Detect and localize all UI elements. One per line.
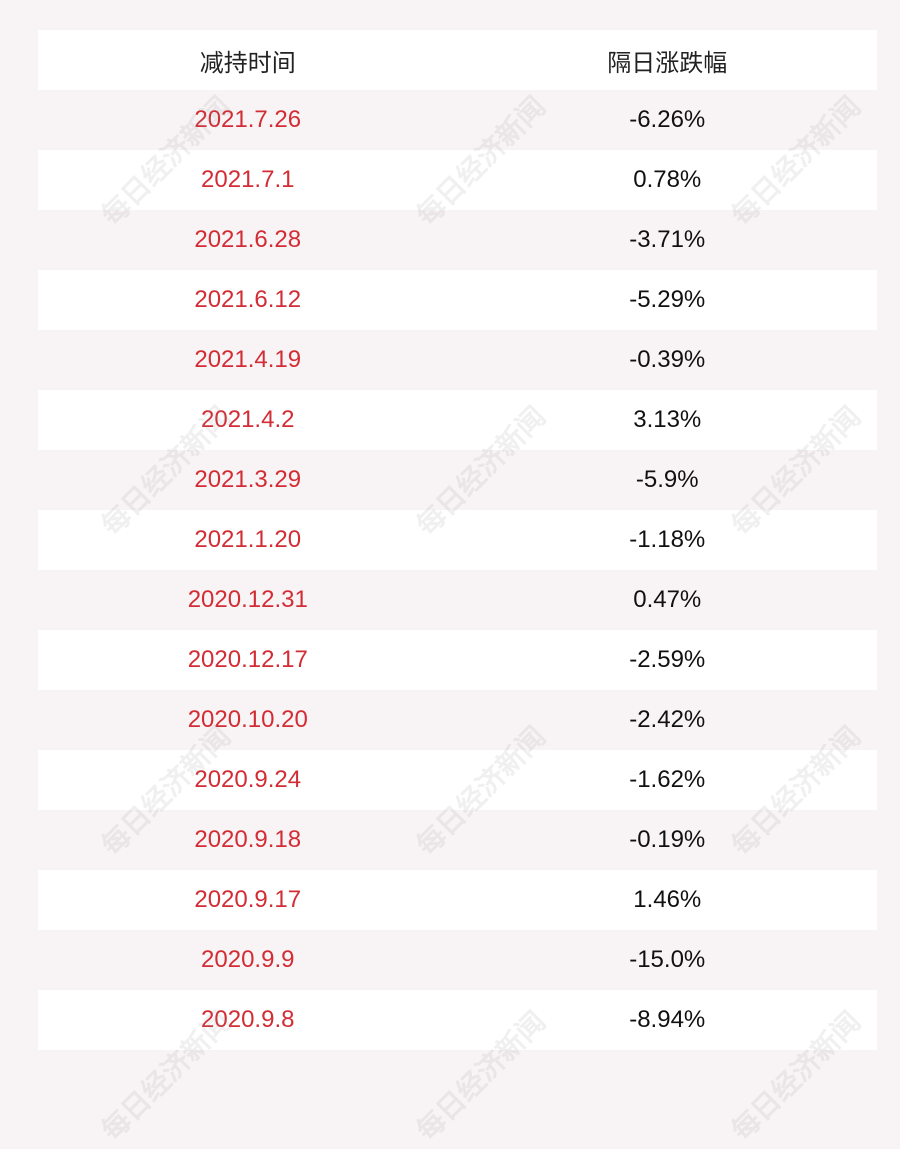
change-cell: -3.71% xyxy=(629,226,706,253)
date-cell: 2020.12.31 xyxy=(187,586,308,613)
table-row: 2020.10.20 -2.42% xyxy=(38,690,877,750)
date-cell: 2020.9.8 xyxy=(201,1006,295,1033)
table-row: 2021.7.1 0.78% xyxy=(38,150,877,210)
date-cell: 2021.6.28 xyxy=(194,226,302,253)
header-cell: 隔日涨跌幅 xyxy=(607,49,728,77)
table-row: 2021.4.19 -0.39% xyxy=(38,330,877,390)
date-cell: 2021.4.2 xyxy=(201,406,295,433)
date-cell: 2020.9.24 xyxy=(194,766,302,793)
table: 减持时间 隔日涨跌幅 2021.7.26 -6.26% 2021.7.1 0.78% 2… xyxy=(38,30,877,1050)
change-cell: -0.19% xyxy=(629,826,706,853)
change-cell: -2.42% xyxy=(629,706,706,733)
date-cell: 2020.9.17 xyxy=(194,886,302,913)
header-cell: 减持时间 xyxy=(199,49,296,77)
header-row: 减持时间 隔日涨跌幅 xyxy=(38,30,877,90)
table-row: 2020.9.24 -1.62% xyxy=(38,750,877,810)
table-row: 2020.9.9 -15.0% xyxy=(38,930,877,990)
table-row: 2020.12.31 0.47% xyxy=(38,570,877,630)
date-cell: 2021.7.1 xyxy=(201,166,295,193)
date-cell: 2021.3.29 xyxy=(194,466,302,493)
date-cell: 2021.4.19 xyxy=(194,346,302,373)
date-cell: 2021.7.26 xyxy=(194,106,302,133)
change-cell: -5.9% xyxy=(635,466,699,493)
date-cell: 2020.9.18 xyxy=(194,826,302,853)
table-row: 2020.9.17 1.46% xyxy=(38,870,877,930)
change-cell: -2.59% xyxy=(629,646,706,673)
date-cell: 2020.9.9 xyxy=(201,946,295,973)
change-cell: -15.0% xyxy=(629,946,706,973)
change-cell: 0.78% xyxy=(633,166,702,193)
date-cell: 2020.10.20 xyxy=(187,706,308,733)
table-row: 2021.6.12 -5.29% xyxy=(38,270,877,330)
change-cell: -1.18% xyxy=(629,526,706,553)
date-cell: 2021.1.20 xyxy=(194,526,302,553)
change-cell: -8.94% xyxy=(629,1006,706,1033)
page: 减持时间 隔日涨跌幅 2021.7.26 -6.26% 2021.7.1 0.78% 2… xyxy=(38,30,877,1148)
date-cell: 2021.6.12 xyxy=(194,286,302,313)
change-cell: -5.29% xyxy=(629,286,706,313)
change-cell: -1.62% xyxy=(629,766,706,793)
table-row: 2020.9.8 -8.94% xyxy=(38,990,877,1050)
table-row: 2021.3.29 -5.9% xyxy=(38,450,877,510)
change-cell: -6.26% xyxy=(629,106,706,133)
change-cell: 1.46% xyxy=(633,886,702,913)
change-cell: -0.39% xyxy=(629,346,706,373)
table-row: 2020.12.17 -2.59% xyxy=(38,630,877,690)
table-row: 2021.1.20 -1.18% xyxy=(38,510,877,570)
change-cell: 0.47% xyxy=(633,586,702,613)
table-row: 2020.9.18 -0.19% xyxy=(38,810,877,870)
table-row: 2021.7.26 -6.26% xyxy=(38,90,877,150)
change-cell: 3.13% xyxy=(633,406,702,433)
table-row: 2021.4.2 3.13% xyxy=(38,390,877,450)
table-row: 2021.6.28 -3.71% xyxy=(38,210,877,270)
date-cell: 2020.12.17 xyxy=(187,646,308,673)
